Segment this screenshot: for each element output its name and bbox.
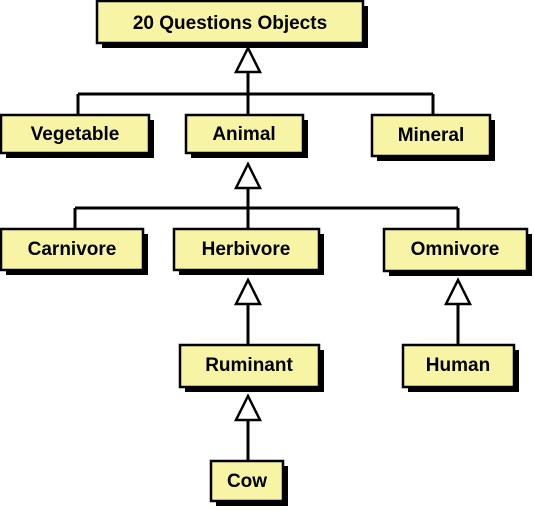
- node-label-carnivore: Carnivore: [28, 239, 117, 260]
- node-label-omnivore: Omnivore: [411, 239, 500, 260]
- node-label-ruminant: Ruminant: [205, 355, 293, 376]
- inheritance-arrowhead-ruminant: [233, 393, 263, 422]
- inheritance-arrowhead-root: [233, 45, 263, 74]
- node-label-cow: Cow: [227, 471, 267, 492]
- node-herbivore: Herbivore: [172, 227, 324, 275]
- node-mineral: Mineral: [370, 113, 495, 161]
- node-label-human: Human: [426, 355, 490, 376]
- node-label-mineral: Mineral: [398, 125, 465, 146]
- inheritance-arrowhead-herbivore: [233, 277, 263, 306]
- node-root: 20 Questions Objects: [95, 0, 368, 48]
- node-human: Human: [401, 343, 519, 392]
- node-omnivore: Omnivore: [382, 227, 532, 276]
- edges: [73, 45, 473, 466]
- node-label-animal: Animal: [212, 124, 275, 145]
- node-carnivore: Carnivore: [0, 227, 148, 275]
- node-vegetable: Vegetable: [0, 113, 154, 158]
- node-ruminant: Ruminant: [178, 343, 324, 392]
- node-animal: Animal: [184, 113, 308, 158]
- node-label-root: 20 Questions Objects: [133, 13, 327, 34]
- node-label-vegetable: Vegetable: [31, 124, 120, 145]
- inheritance-arrowhead-animal: [233, 161, 263, 190]
- inheritance-arrowhead-omnivore: [443, 277, 473, 306]
- node-label-herbivore: Herbivore: [202, 239, 291, 260]
- node-cow: Cow: [209, 459, 288, 506]
